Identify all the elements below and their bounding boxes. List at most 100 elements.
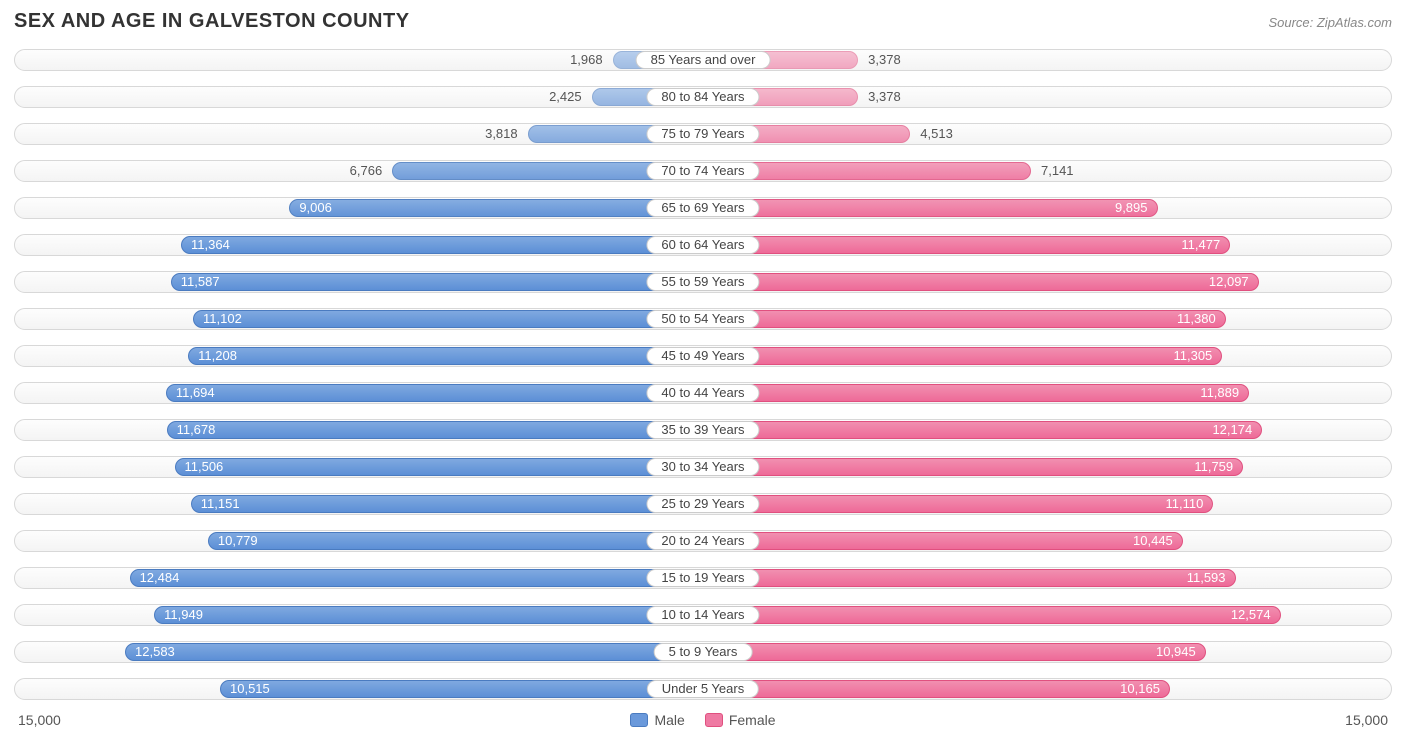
pyramid-row: 11,506 11,759 30 to 34 Years (14, 450, 1392, 484)
male-value-label: 10,515 (220, 680, 280, 698)
male-value-label: 11,102 (193, 310, 252, 328)
male-value-label: 11,151 (191, 495, 250, 513)
axis-label-right: 15,000 (1345, 712, 1388, 728)
pyramid-chart: 1,968 3,378 85 Years and over 2,425 3,378 80 … (14, 43, 1392, 706)
female-value-label: 11,593 (1177, 569, 1236, 587)
legend-male-label: Male (654, 712, 684, 728)
category-label: 5 to 9 Years (654, 643, 753, 661)
category-label: 45 to 49 Years (646, 347, 759, 365)
pyramid-row: 1,968 3,378 85 Years and over (14, 43, 1392, 77)
male-bar (220, 680, 703, 698)
pyramid-row: 11,102 11,380 50 to 54 Years (14, 302, 1392, 336)
male-bar (188, 347, 703, 365)
male-bar (193, 310, 703, 328)
chart-title: SEX AND AGE IN GALVESTON COUNTY (14, 10, 410, 33)
legend-item-male: Male (630, 712, 684, 728)
pyramid-row: 12,484 11,593 15 to 19 Years (14, 561, 1392, 595)
pyramid-row: 11,151 11,110 25 to 29 Years (14, 487, 1392, 521)
male-value-label: 11,364 (181, 236, 240, 254)
chart-source: Source: ZipAtlas.com (1268, 15, 1392, 30)
male-bar (130, 569, 703, 587)
female-value-label: 10,945 (1146, 643, 1206, 661)
female-value-label: 11,110 (1155, 495, 1213, 513)
female-value-label: 11,889 (1190, 384, 1249, 402)
male-bar (125, 643, 703, 661)
male-bar (154, 606, 703, 624)
female-value-label: 11,305 (1163, 347, 1222, 365)
male-value-label: 11,506 (174, 458, 233, 476)
female-bar (703, 643, 1206, 661)
male-value-label: 6,766 (340, 162, 393, 180)
pyramid-row: 11,694 11,889 40 to 44 Years (14, 376, 1392, 410)
male-value-label: 3,818 (475, 125, 528, 143)
male-bar (181, 236, 703, 254)
male-value-label: 11,208 (188, 347, 247, 365)
category-label: 30 to 34 Years (646, 458, 759, 476)
female-value-label: 3,378 (858, 88, 911, 106)
pyramid-row: 9,006 9,895 65 to 69 Years (14, 191, 1392, 225)
female-bar (703, 458, 1243, 476)
pyramid-row: 10,779 10,445 20 to 24 Years (14, 524, 1392, 558)
female-bar (703, 384, 1249, 402)
category-label: Under 5 Years (647, 680, 759, 698)
male-value-label: 10,779 (208, 532, 268, 550)
pyramid-row: 11,208 11,305 45 to 49 Years (14, 339, 1392, 373)
pyramid-row: 11,36411,47760 to 64 Years (14, 228, 1392, 262)
male-swatch-icon (630, 713, 648, 727)
male-bar (167, 421, 703, 439)
legend-female-label: Female (729, 712, 776, 728)
female-bar (703, 606, 1281, 624)
female-value-label: 4,513 (910, 125, 963, 143)
male-value-label: 11,678 (167, 421, 226, 439)
category-label: 80 to 84 Years (646, 88, 759, 106)
male-value-label: 9,006 (289, 199, 342, 217)
female-swatch-icon (705, 713, 723, 727)
category-label: 50 to 54 Years (646, 310, 759, 328)
female-bar (703, 680, 1170, 698)
male-bar (175, 458, 704, 476)
female-value-label: 11,380 (1167, 310, 1226, 328)
female-bar (703, 569, 1236, 587)
female-bar (703, 199, 1158, 217)
female-value-label: 3,378 (858, 51, 911, 69)
category-label: 85 Years and over (636, 51, 771, 69)
female-value-label: 10,165 (1110, 680, 1170, 698)
female-value-label: 10,445 (1123, 532, 1183, 550)
male-value-label: 12,484 (130, 569, 190, 587)
category-label: 20 to 24 Years (646, 532, 759, 550)
pyramid-row: 12,583 10,945 5 to 9 Years (14, 635, 1392, 669)
female-bar (703, 347, 1222, 365)
pyramid-row: 6,766 7,141 70 to 74 Years (14, 154, 1392, 188)
male-value-label: 1,968 (560, 51, 613, 69)
female-bar (703, 495, 1213, 513)
category-label: 15 to 19 Years (646, 569, 759, 587)
category-label: 40 to 44 Years (646, 384, 759, 402)
category-label: 55 to 59 Years (646, 273, 759, 291)
male-value-label: 12,583 (125, 643, 185, 661)
female-value-label: 7,141 (1031, 162, 1084, 180)
female-value-label: 9,895 (1105, 199, 1158, 217)
male-value-label: 2,425 (539, 88, 592, 106)
category-label: 65 to 69 Years (646, 199, 759, 217)
legend-item-female: Female (705, 712, 776, 728)
category-label: 25 to 29 Years (646, 495, 759, 513)
pyramid-row: 11,94912,57410 to 14 Years (14, 598, 1392, 632)
axis-label-left: 15,000 (18, 712, 61, 728)
pyramid-row: 11,67812,17435 to 39 Years (14, 413, 1392, 447)
pyramid-row: 3,818 4,513 75 to 79 Years (14, 117, 1392, 151)
male-value-label: 11,587 (171, 273, 230, 291)
female-bar (703, 421, 1262, 439)
legend: Male Female (630, 712, 775, 728)
category-label: 70 to 74 Years (646, 162, 759, 180)
male-bar (171, 273, 703, 291)
category-label: 60 to 64 Years (646, 236, 759, 254)
male-value-label: 11,949 (154, 606, 213, 624)
category-label: 75 to 79 Years (646, 125, 759, 143)
female-value-label: 11,759 (1184, 458, 1243, 476)
female-value-label: 12,574 (1221, 606, 1281, 624)
pyramid-row: 2,425 3,378 80 to 84 Years (14, 80, 1392, 114)
female-bar (703, 310, 1226, 328)
male-bar (289, 199, 703, 217)
male-value-label: 11,694 (166, 384, 225, 402)
male-bar (191, 495, 703, 513)
